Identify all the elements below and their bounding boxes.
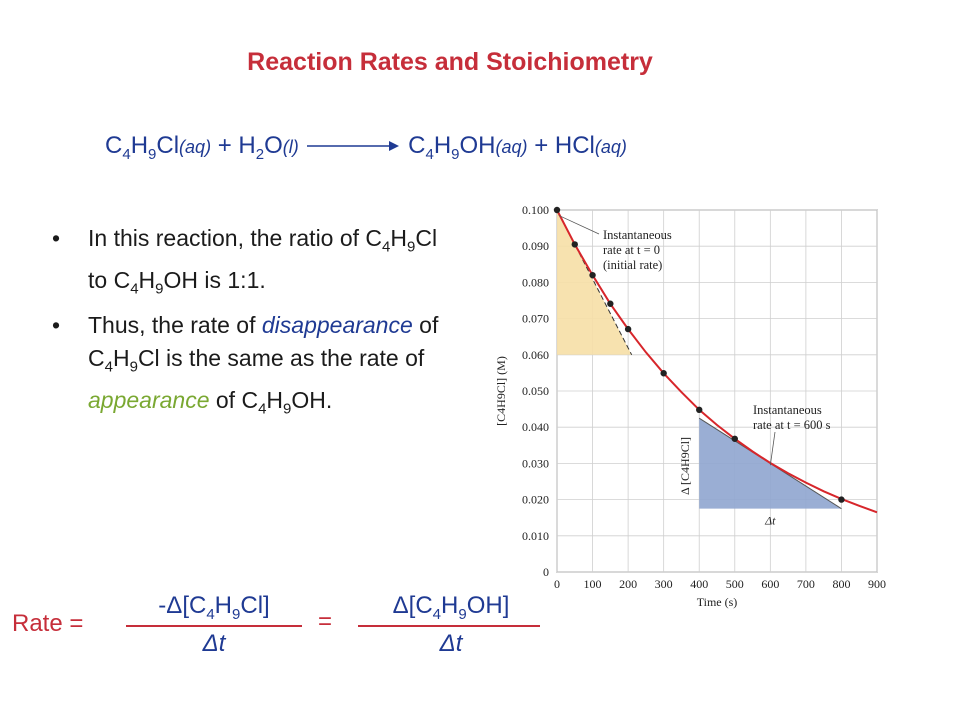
delta-t-label: Δt	[764, 514, 776, 528]
bullet-icon: •	[52, 225, 61, 251]
emphasis-disappearance: disappearance	[261, 312, 413, 339]
data-point	[696, 406, 703, 414]
delta-concentration-label: Δ [C4H9Cl]	[678, 437, 692, 495]
annotation-600-rate: Instantaneous	[753, 403, 822, 417]
bullet-2: • Thus, the rate of disappearance of C4H…	[52, 309, 442, 425]
reactant-2-state: (l)	[282, 137, 299, 157]
slide-title: Reaction Rates and Stoichiometry	[247, 48, 653, 76]
x-tick-label: 200	[619, 577, 637, 591]
initial-rate-triangle	[557, 210, 632, 355]
right-numerator: Δ[C4H9OH]	[392, 592, 510, 623]
concentration-chart: 0 0.010 0.020 0.030 0.040 0.050 0.060 0.070 0.08…	[485, 196, 895, 616]
x-tick-label: 0	[554, 577, 560, 591]
reaction-equation: C4H9Cl(aq) + H2O(l) C4H9OH(aq) + HCl(aq)	[105, 132, 825, 163]
x-tick-label: 600	[761, 577, 779, 591]
y-tick-label: 0.030	[522, 456, 549, 470]
y-tick-label: 0.060	[522, 348, 549, 362]
data-point	[607, 300, 614, 307]
reaction-arrow-icon	[305, 133, 401, 161]
product-2: HCl	[554, 132, 595, 159]
y-tick-label: 0.020	[522, 493, 549, 507]
y-tick-label: 0	[543, 565, 549, 579]
y-tick-label: 0.100	[522, 203, 549, 217]
bullet-1: • In this reaction, the ratio of C4H9Cl …	[52, 222, 442, 305]
data-point	[624, 325, 632, 333]
x-tick-label: 700	[797, 577, 815, 591]
reactant-1: C4H9Cl	[105, 132, 180, 163]
annotation-initial-rate: rate at t = 0	[603, 243, 660, 257]
annotation-initial-rate: (initial rate)	[603, 258, 662, 272]
rate-label: Rate =	[12, 610, 84, 637]
product-1-state: (aq)	[495, 137, 528, 157]
right-fraction-bar	[358, 625, 540, 627]
y-tick-label: 0.050	[522, 384, 549, 398]
data-point	[571, 241, 578, 248]
left-numerator: -Δ[C4H9Cl]	[158, 592, 270, 623]
equals-sign: =	[318, 608, 333, 635]
x-tick-label: 500	[726, 577, 744, 591]
product-2-state: (aq)	[594, 137, 627, 157]
x-tick-label: 900	[868, 577, 886, 591]
annotation-initial-leader	[558, 215, 600, 235]
bullet-icon: •	[52, 312, 61, 339]
plus-2: +	[534, 132, 549, 159]
data-point	[731, 435, 738, 442]
left-fraction-bar	[126, 625, 302, 627]
right-denominator: Δt	[439, 630, 463, 657]
reactant-1-state: (aq)	[179, 137, 212, 157]
emphasis-appearance: appearance	[88, 386, 210, 413]
y-tick-label: 0.070	[522, 312, 549, 326]
data-point	[589, 271, 596, 279]
plus-1: +	[217, 132, 232, 159]
y-tick-label: 0.010	[522, 529, 549, 543]
data-point	[553, 206, 561, 214]
y-tick-label: 0.040	[522, 420, 549, 434]
data-point	[660, 370, 667, 377]
data-point	[838, 496, 845, 503]
x-tick-label: 100	[584, 577, 602, 591]
y-tick-label: 0.080	[522, 275, 549, 289]
annotation-initial-rate: Instantaneous	[603, 228, 672, 242]
product-1: C4H9OH	[408, 132, 496, 163]
annotation-600-leader	[769, 431, 776, 466]
y-axis-label: [C4H9Cl] (M)	[494, 356, 508, 426]
left-denominator: Δt	[202, 630, 226, 657]
bullet-list: • In this reaction, the ratio of C4H9Cl …	[52, 222, 442, 429]
x-axis-label: Time (s)	[697, 595, 738, 609]
chart-svg: 0 0.010 0.020 0.030 0.040 0.050 0.060 0.070 0.08…	[494, 203, 886, 609]
reactant-2: H2O	[238, 132, 283, 163]
x-tick-label: 800	[832, 577, 850, 591]
x-tick-label: 300	[655, 577, 673, 591]
annotation-600-rate: rate at t = 600 s	[753, 418, 831, 432]
y-tick-label: 0.090	[522, 239, 549, 253]
x-tick-label: 400	[690, 577, 708, 591]
